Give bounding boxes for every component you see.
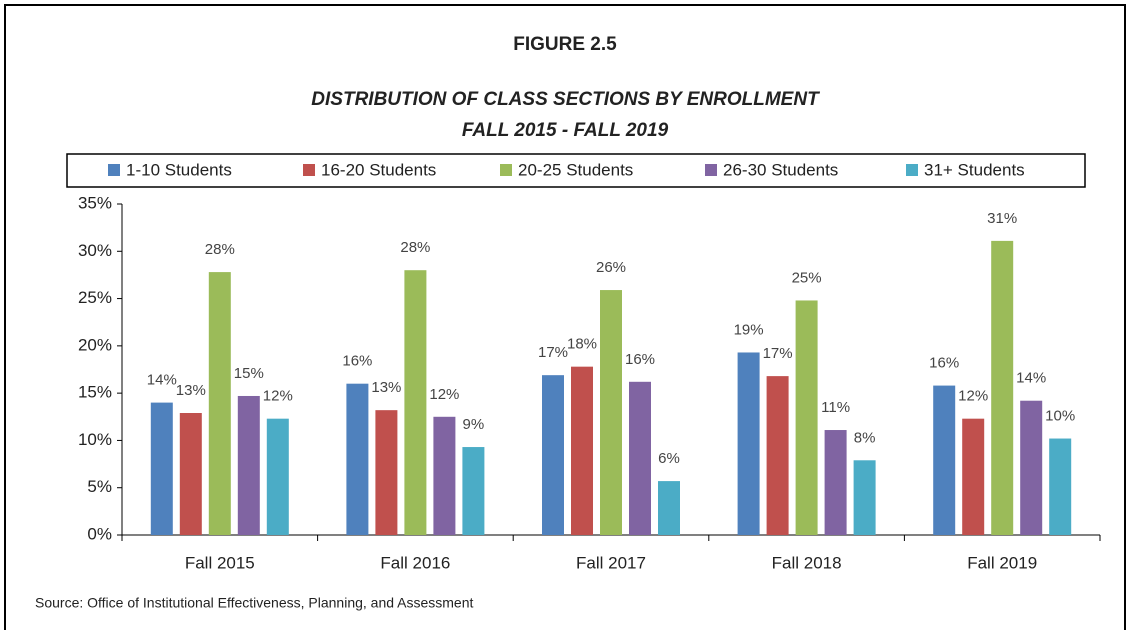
legend-box [66, 153, 1086, 188]
value-label: 19% [734, 321, 764, 338]
legend-swatch [705, 164, 717, 176]
value-label: 16% [625, 351, 655, 368]
bar [600, 290, 622, 535]
value-label: 6% [658, 450, 680, 467]
value-label: 15% [234, 365, 264, 382]
value-label: 10% [1045, 408, 1075, 425]
bar [737, 352, 760, 535]
x-tick-label: Fall 2016 [380, 553, 450, 572]
chart-subtitle: DISTRIBUTION OF CLASS SECTIONS BY ENROLL… [311, 89, 820, 110]
value-label: 25% [792, 269, 822, 286]
y-tick-label: 30% [78, 241, 112, 260]
bar [346, 383, 369, 535]
value-label: 16% [342, 353, 372, 370]
frame [4, 4, 1126, 630]
bar [766, 376, 789, 535]
legend-swatch [303, 164, 315, 176]
value-label: 31% [987, 210, 1017, 227]
value-label: 12% [429, 386, 459, 403]
bar [658, 481, 680, 535]
y-tick-label: 35% [78, 193, 112, 212]
bar [237, 395, 260, 535]
value-label: 12% [263, 388, 293, 405]
y-tick-label: 0% [87, 524, 112, 543]
y-tick-label: 15% [78, 383, 112, 402]
x-tick-label: Fall 2019 [967, 553, 1037, 572]
bar [795, 300, 818, 535]
bar [853, 460, 876, 535]
bar [1020, 400, 1043, 535]
bar [433, 416, 456, 535]
bar [1049, 438, 1072, 535]
value-label: 13% [176, 382, 206, 399]
chart-subtitle: FALL 2015 - FALL 2019 [462, 120, 669, 141]
value-label: 17% [763, 345, 793, 362]
value-label: 13% [371, 379, 401, 396]
x-tick-label: Fall 2015 [185, 553, 255, 572]
legend-label: 1-10 Students [126, 160, 232, 179]
bar [375, 410, 398, 535]
bar [404, 270, 427, 535]
legend-label: 31+ Students [924, 160, 1025, 179]
bar [208, 272, 231, 535]
value-label: 14% [1016, 370, 1046, 387]
chart-title: FIGURE 2.5 [513, 34, 617, 55]
value-label: 26% [596, 259, 626, 276]
bar [824, 430, 847, 535]
bar [571, 366, 593, 535]
legend-swatch [108, 164, 120, 176]
y-tick-label: 25% [78, 288, 112, 307]
value-label: 28% [205, 241, 235, 258]
source-note: Source: Office of Institutional Effectiv… [35, 595, 474, 611]
bar [933, 385, 956, 535]
value-label: 28% [400, 239, 430, 256]
x-tick-label: Fall 2018 [772, 553, 842, 572]
legend-swatch [906, 164, 918, 176]
bar [150, 402, 173, 535]
value-label: 11% [821, 399, 850, 416]
legend-label: 20-25 Students [518, 160, 633, 179]
value-label: 8% [854, 429, 876, 446]
bar [179, 413, 202, 535]
value-label: 9% [463, 416, 485, 433]
bar [462, 447, 485, 535]
bar [266, 418, 289, 535]
bar [962, 418, 985, 535]
value-label: 17% [538, 344, 568, 361]
bar [629, 381, 651, 535]
y-tick-label: 10% [78, 430, 112, 449]
value-label: 14% [147, 372, 177, 389]
legend-label: 26-30 Students [723, 160, 838, 179]
legend-swatch [500, 164, 512, 176]
value-label: 16% [929, 355, 959, 372]
x-tick-label: Fall 2017 [576, 553, 646, 572]
value-label: 12% [958, 388, 988, 405]
bar [542, 375, 564, 535]
y-tick-label: 5% [87, 477, 112, 496]
value-label: 18% [567, 336, 597, 353]
bar [991, 240, 1014, 535]
legend-label: 16-20 Students [321, 160, 436, 179]
y-tick-label: 20% [78, 335, 112, 354]
